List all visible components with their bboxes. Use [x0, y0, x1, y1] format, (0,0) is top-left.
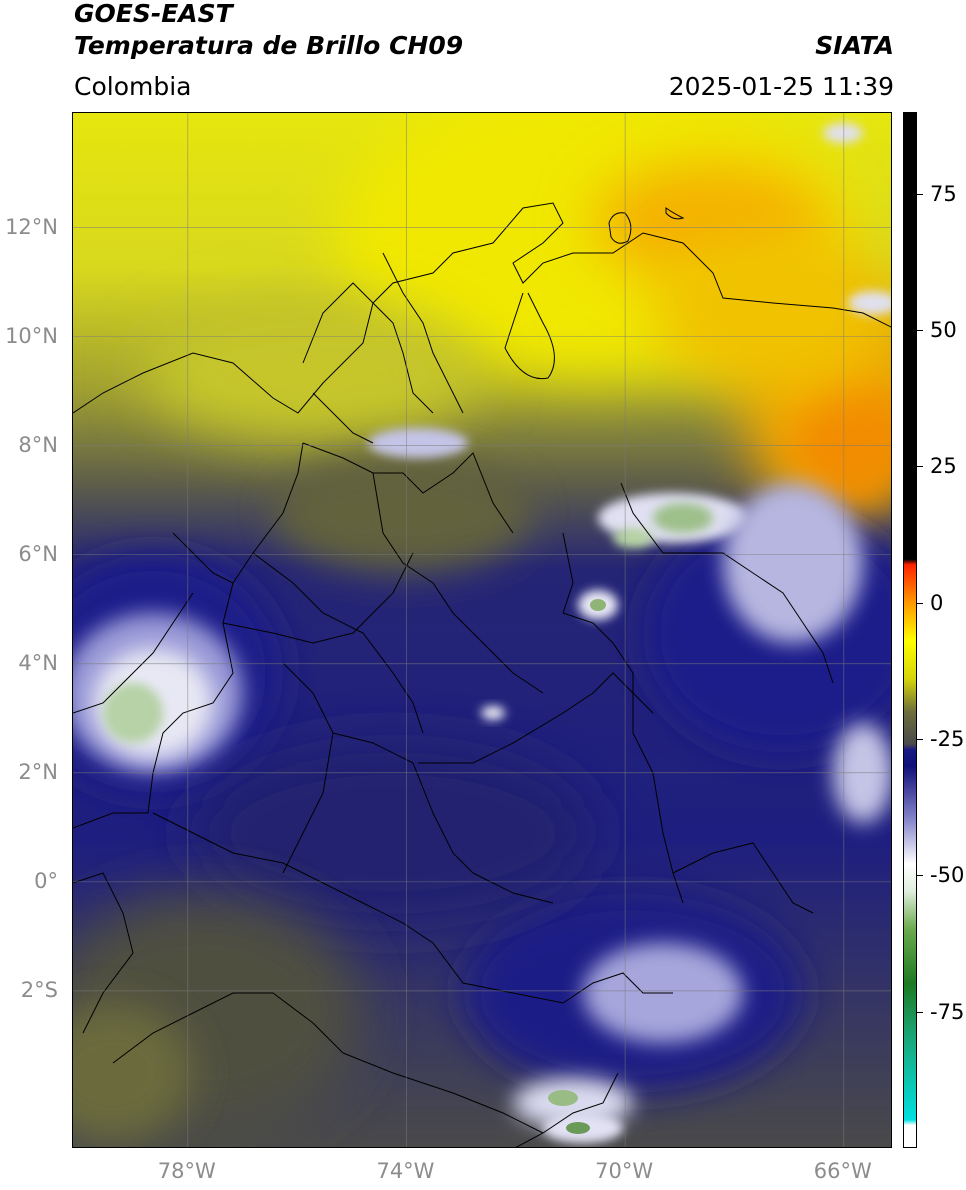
coastlines-and-borders: [73, 202, 891, 1147]
latitude-label: 10°N: [5, 323, 58, 348]
latitude-label: 2°N: [18, 759, 58, 784]
latitude-label: 6°N: [18, 541, 58, 566]
colorbar-fill: [904, 113, 916, 1147]
colorbar-tick: [917, 193, 923, 195]
product-title: Temperatura de Brillo CH09: [74, 31, 464, 60]
colorbar-tick: [917, 875, 923, 877]
colorbar-tick: [917, 602, 923, 604]
colorbar: [903, 112, 917, 1148]
latitude-label: 4°N: [18, 650, 58, 675]
colorbar-label: -25: [930, 727, 965, 752]
longitude-label: 74°W: [376, 1159, 435, 1183]
colorbar-tick: [917, 330, 923, 332]
colorbar-label: -50: [930, 863, 965, 888]
satellite-map[interactable]: [72, 112, 892, 1148]
colorbar-label: -75: [930, 999, 965, 1024]
colorbar-label: 25: [930, 454, 957, 479]
colorbar-tick: [917, 466, 923, 468]
colorbar-label: 50: [930, 318, 957, 343]
longitude-label: 70°W: [595, 1159, 654, 1183]
latitude-label: 12°N: [5, 214, 58, 239]
latitude-label: 0°: [34, 868, 58, 893]
colorbar-tick: [917, 739, 923, 741]
lat-lon-grid: [73, 113, 891, 1147]
latitude-label: 8°N: [18, 432, 58, 457]
longitude-label: 78°W: [157, 1159, 216, 1183]
satellite-title: GOES-EAST: [74, 0, 233, 28]
latitude-label: 2°S: [20, 977, 58, 1002]
timestamp-label: 2025-01-25 11:39: [668, 72, 894, 101]
map-canvas: [73, 113, 891, 1147]
colorbar-gradient: [904, 113, 916, 1147]
longitude-label: 66°W: [813, 1159, 872, 1183]
colorbar-label: 75: [930, 181, 957, 206]
region-label: Colombia: [74, 72, 192, 101]
colorbar-label: 0: [930, 590, 944, 615]
brand-label: SIATA: [815, 31, 894, 60]
colorbar-tick: [917, 1011, 923, 1013]
